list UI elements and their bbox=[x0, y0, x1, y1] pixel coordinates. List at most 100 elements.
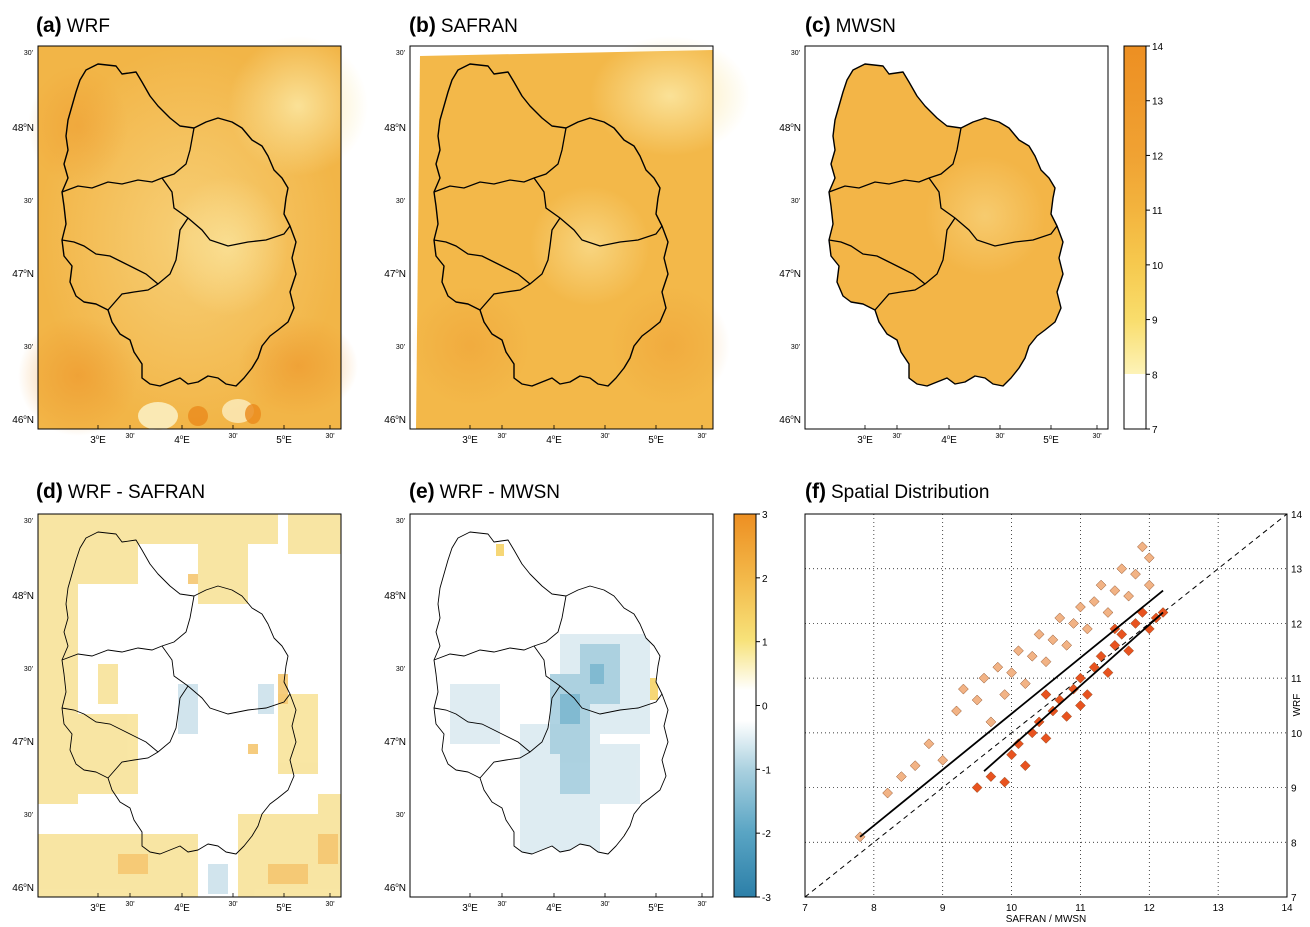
lon-label: 3oE bbox=[90, 903, 106, 914]
colorbar-tick-label: -3 bbox=[762, 893, 771, 904]
scatter-point bbox=[1061, 711, 1073, 722]
lat-minute-label: 30' bbox=[24, 344, 33, 351]
fit-line bbox=[859, 589, 1164, 838]
scatter-point bbox=[1109, 585, 1121, 596]
colorbar-tick-label: 3 bbox=[762, 510, 768, 521]
colorbar-tick-label: 9 bbox=[1152, 316, 1158, 327]
lat-label: 47oN bbox=[12, 269, 34, 280]
lon-minute-label: 30' bbox=[600, 433, 609, 440]
colorbar-tick-label: -2 bbox=[762, 829, 771, 840]
lon-label: 4oE bbox=[941, 435, 957, 446]
lon-label: 3oE bbox=[857, 435, 873, 446]
scatter-point bbox=[1130, 618, 1141, 629]
colorbar-tick-label: 0 bbox=[762, 702, 768, 713]
scatter-point bbox=[1081, 623, 1093, 635]
scatter-point bbox=[1143, 579, 1155, 591]
lon-minute-label: 30' bbox=[228, 901, 237, 908]
scatter-grid bbox=[805, 514, 1287, 897]
y-tick-label: 14 bbox=[1291, 510, 1303, 521]
scatter-point bbox=[1095, 650, 1107, 662]
lon-label: 4oE bbox=[546, 435, 562, 446]
scatter-point bbox=[985, 771, 997, 782]
colorbar-tick-label: 7 bbox=[1152, 425, 1158, 436]
lat-minute-label: 30' bbox=[396, 344, 405, 351]
lat-label: 47oN bbox=[12, 737, 34, 748]
lon-label: 5oE bbox=[648, 903, 664, 914]
one-to-one-line bbox=[804, 513, 1288, 898]
scatter-point bbox=[1075, 700, 1086, 711]
colorbar-tick-label: -1 bbox=[762, 765, 771, 776]
scatter-point bbox=[1006, 667, 1017, 679]
scatter-point bbox=[1116, 629, 1128, 640]
y-tick-label: 7 bbox=[1291, 893, 1297, 904]
scatter-point bbox=[1102, 667, 1114, 679]
lat-label: 48oN bbox=[384, 123, 406, 134]
lat-label: 47oN bbox=[779, 269, 801, 280]
scatter-point bbox=[896, 771, 907, 782]
scatter-point bbox=[1088, 596, 1100, 607]
scatter-point bbox=[1088, 661, 1100, 673]
scatter-point bbox=[1013, 738, 1024, 750]
scatter-point bbox=[1075, 672, 1086, 684]
colorbar-tick-label: 10 bbox=[1152, 261, 1164, 272]
lat-label: 46oN bbox=[12, 883, 34, 894]
lat-minute-label: 30' bbox=[24, 666, 33, 673]
lat-label: 48oN bbox=[779, 123, 801, 134]
scatter-point bbox=[1061, 639, 1073, 651]
scatter-point bbox=[958, 683, 969, 695]
scatter-point bbox=[978, 672, 990, 684]
scatter-point bbox=[1006, 749, 1017, 761]
lon-minute-label: 30' bbox=[125, 433, 134, 440]
lat-minute-label: 30' bbox=[791, 50, 800, 57]
scatter-point bbox=[1130, 568, 1141, 580]
lat-label: 48oN bbox=[384, 591, 406, 602]
scatter-point bbox=[1033, 629, 1045, 640]
scatter-point bbox=[882, 787, 893, 799]
lon-label: 5oE bbox=[276, 435, 292, 446]
lon-minute-label: 30' bbox=[600, 901, 609, 908]
colorbar-tick-label: 11 bbox=[1152, 206, 1163, 217]
lat-label: 46oN bbox=[384, 883, 406, 894]
scatter-point bbox=[937, 754, 949, 766]
x-tick-label: 13 bbox=[1213, 903, 1225, 914]
scatter-point bbox=[1040, 689, 1052, 700]
lon-label: 5oE bbox=[1043, 435, 1059, 446]
scatter-point bbox=[1123, 590, 1134, 602]
scatter-xlabel: SAFRAN / MWSN bbox=[1006, 914, 1087, 925]
lon-minute-label: 30' bbox=[697, 433, 706, 440]
scatter-point bbox=[985, 716, 997, 728]
lon-label: 4oE bbox=[174, 435, 190, 446]
colorbar-temperature: 14 13 12 11 10 9 8 7 bbox=[1123, 42, 1164, 436]
panel-title-a: (a) WRF bbox=[36, 14, 110, 37]
scatter-point bbox=[971, 782, 983, 793]
lat-minute-label: 30' bbox=[396, 50, 405, 57]
map-axis-ticks: 46oN 30' 47oN 30' 48oN 30' 3oE 30' 4oE 30' 5oE 30' 4… bbox=[12, 50, 1101, 914]
lon-label: 5oE bbox=[276, 903, 292, 914]
lon-label: 4oE bbox=[546, 903, 562, 914]
scatter-point bbox=[1143, 552, 1155, 564]
scatter-point bbox=[1040, 656, 1052, 668]
map-panel-wrf-minus-mwsn bbox=[409, 513, 714, 898]
lon-label: 4oE bbox=[174, 903, 190, 914]
scatter-point bbox=[1047, 634, 1059, 646]
colorbar-tick-label: 12 bbox=[1152, 151, 1164, 162]
lat-label: 46oN bbox=[384, 415, 406, 426]
scatter-point bbox=[1081, 689, 1093, 700]
lat-label: 47oN bbox=[384, 269, 406, 280]
lon-label: 3oE bbox=[90, 435, 106, 446]
scatter-point bbox=[909, 760, 921, 772]
scatter-point bbox=[1095, 579, 1107, 591]
x-tick-label: 8 bbox=[871, 903, 877, 914]
colorbar-tick-label: 1 bbox=[762, 638, 768, 649]
y-tick-label: 12 bbox=[1291, 619, 1303, 630]
scatter-point bbox=[1123, 645, 1134, 657]
lon-minute-label: 30' bbox=[497, 433, 506, 440]
scatter-point bbox=[1116, 563, 1128, 575]
lat-label: 47oN bbox=[384, 737, 406, 748]
map-panel-wrf bbox=[18, 36, 368, 436]
lon-minute-label: 30' bbox=[325, 433, 334, 440]
map-panel-wrf-minus-safran bbox=[37, 513, 342, 898]
scatter-point bbox=[1068, 683, 1079, 695]
